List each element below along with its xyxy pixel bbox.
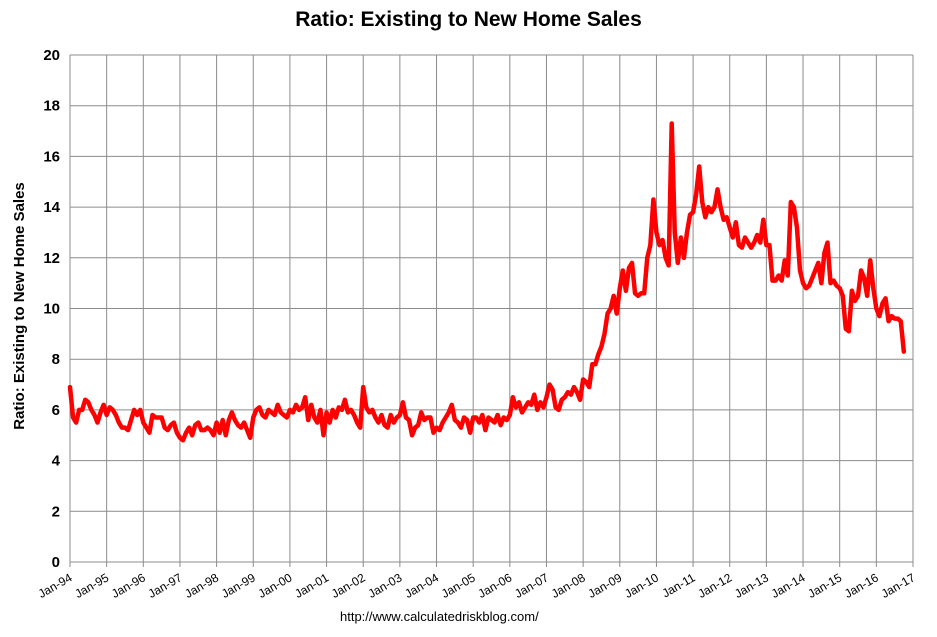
x-tick-label: Jan-99 — [219, 570, 258, 601]
x-tick-label: Jan-08 — [549, 570, 588, 601]
x-tick-label: Jan-02 — [329, 570, 368, 601]
x-tick-label: Jan-04 — [402, 570, 441, 601]
x-tick-label: Jan-95 — [72, 570, 111, 601]
y-tick-label: 6 — [52, 402, 60, 419]
x-tick-label: Jan-97 — [146, 570, 185, 601]
x-tick-label: Jan-05 — [439, 570, 478, 601]
y-tick-label: 2 — [52, 503, 60, 520]
x-tick-label: Jan-17 — [879, 570, 918, 601]
x-tick-label: Jan-10 — [622, 570, 661, 601]
grid-layer — [70, 54, 914, 562]
x-tick-label: Jan-15 — [805, 570, 844, 601]
y-tick-label: 20 — [43, 47, 60, 64]
y-tick-label: 4 — [52, 453, 61, 470]
x-tick-label: Jan-09 — [585, 570, 624, 601]
chart-title: Ratio: Existing to New Home Sales — [295, 8, 642, 31]
axis-layer — [69, 55, 914, 567]
y-tick-label: 18 — [43, 98, 60, 115]
x-tick-label: Jan-00 — [256, 570, 295, 601]
y-axis-label: Ratio: Existing to New Home Sales — [11, 182, 28, 430]
y-tick-label: 14 — [43, 199, 60, 216]
x-tick-label: Jan-12 — [695, 570, 734, 601]
y-tick-label: 8 — [52, 351, 60, 368]
x-tick-label: Jan-94 — [36, 570, 75, 601]
y-tick-label: 12 — [43, 250, 60, 267]
x-tick-label: Jan-14 — [769, 570, 808, 601]
xtick-layer: Jan-94Jan-95Jan-96Jan-97Jan-98Jan-99Jan-… — [36, 570, 918, 601]
x-tick-label: Jan-03 — [366, 570, 405, 601]
x-tick-label: Jan-16 — [842, 570, 881, 601]
x-tick-label: Jan-07 — [512, 570, 551, 601]
series-layer — [67, 121, 907, 443]
x-tick-label: Jan-01 — [292, 570, 331, 601]
x-tick-label: Jan-98 — [182, 570, 221, 601]
x-tick-label: Jan-11 — [660, 570, 698, 600]
series-line — [67, 121, 907, 443]
y-tick-label: 16 — [43, 148, 60, 165]
y-tick-label: 10 — [43, 301, 60, 318]
x-tick-label: Jan-13 — [732, 570, 771, 601]
x-tick-label: Jan-96 — [109, 570, 148, 601]
x-tick-label: Jan-06 — [476, 570, 515, 601]
source-url[interactable]: http://www.calculatedriskblog.com/ — [340, 609, 539, 624]
ytick-layer: 0 2 4 6 8 10 12 14 16 18 20 — [43, 47, 60, 571]
y-tick-label: 0 — [52, 554, 60, 571]
